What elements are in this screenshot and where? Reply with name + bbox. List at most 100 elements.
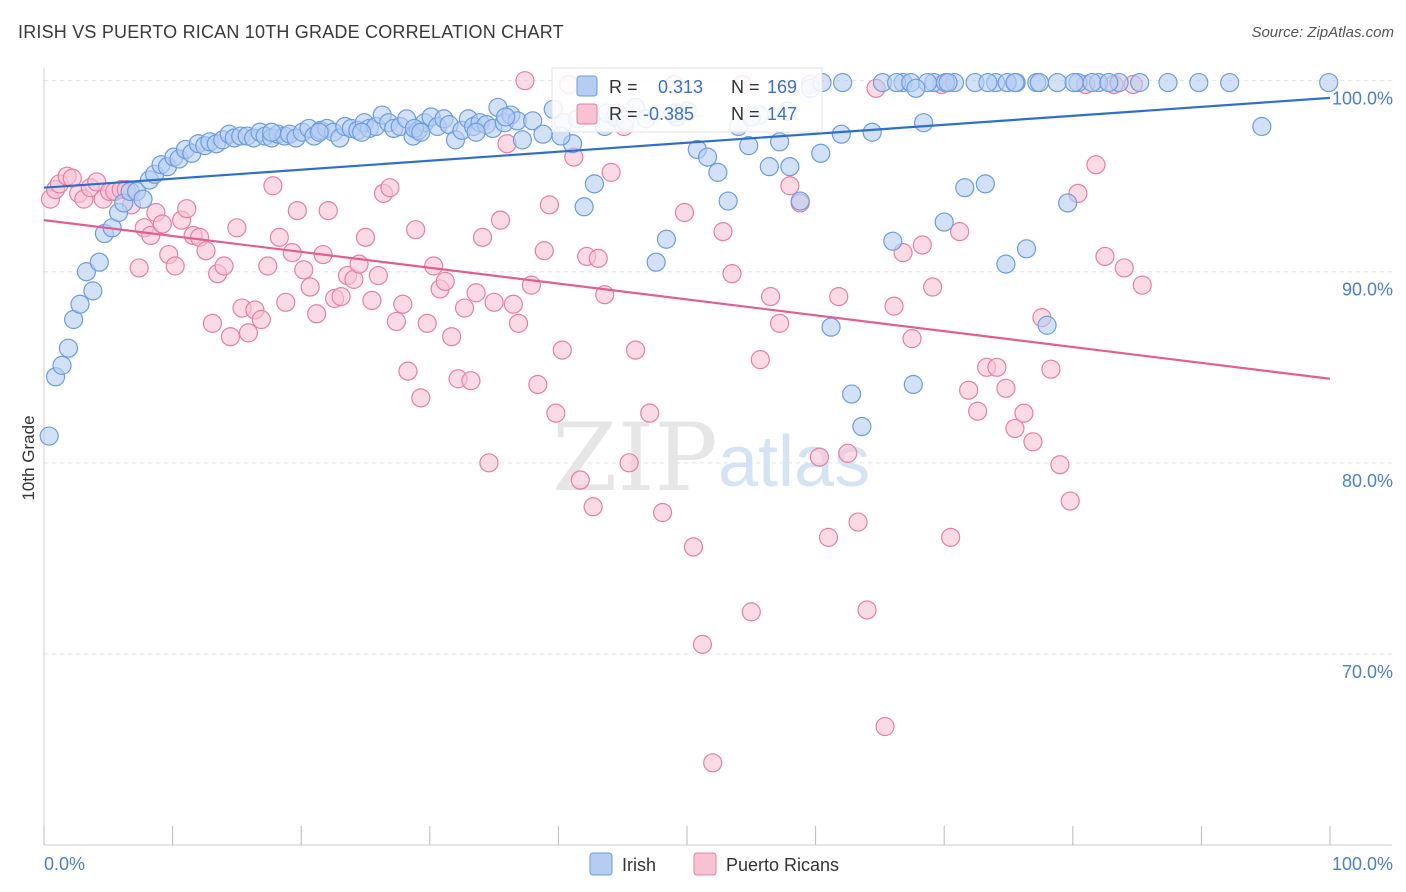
- point-puerto-ricans-124: [902, 329, 922, 349]
- point-irish-135: [1158, 72, 1178, 93]
- point-puerto-ricans-26: [196, 241, 216, 261]
- point-puerto-ricans-37: [263, 176, 283, 196]
- point-puerto-ricans-130: [959, 380, 979, 400]
- point-puerto-ricans-129: [950, 222, 970, 242]
- pr-n-label: N =: [731, 104, 760, 124]
- point-puerto-ricans-103: [703, 753, 723, 773]
- stats-box: R = 0.313 N = 169 R = -0.385 N = 147: [551, 67, 823, 133]
- pr-n-value: 147: [767, 104, 797, 124]
- point-puerto-ricans-114: [809, 447, 830, 467]
- point-puerto-ricans-121: [875, 716, 895, 737]
- point-irish-97: [718, 191, 738, 211]
- point-irish-157: [466, 122, 486, 142]
- point-irish-139: [833, 72, 853, 93]
- legend-pr-label: Puerto Ricans: [726, 855, 839, 875]
- point-puerto-ricans-119: [857, 600, 877, 620]
- point-irish-136: [1189, 72, 1209, 93]
- point-puerto-ricans-71: [472, 227, 493, 247]
- source-label: Source: ZipAtlas.com: [1251, 24, 1394, 41]
- point-puerto-ricans-27: [202, 313, 223, 333]
- point-irish-113: [883, 231, 903, 251]
- point-irish-6: [76, 262, 97, 282]
- point-puerto-ricans-133: [987, 357, 1007, 377]
- series-puerto-ricans-points: [40, 71, 1152, 773]
- point-puerto-ricans-92: [601, 162, 621, 182]
- point-irish-128: [1037, 315, 1057, 335]
- point-puerto-ricans-134: [996, 378, 1016, 398]
- point-puerto-ricans-21: [165, 256, 185, 276]
- point-puerto-ricans-77: [508, 313, 529, 333]
- point-puerto-ricans-73: [484, 292, 504, 312]
- point-irish-109: [842, 384, 862, 404]
- point-puerto-ricans-140: [1050, 455, 1070, 475]
- point-puerto-ricans-96: [625, 340, 646, 360]
- point-irish-110: [852, 416, 872, 437]
- point-irish-149: [1064, 72, 1084, 93]
- point-puerto-ricans-19: [152, 214, 172, 234]
- point-puerto-ricans-23: [177, 199, 197, 219]
- trend-line-puerto-ricans: [43, 219, 1331, 380]
- point-puerto-ricans-78: [515, 71, 535, 91]
- point-irish-150: [1082, 72, 1102, 93]
- point-irish-138: [1319, 72, 1339, 93]
- point-irish-167: [906, 78, 926, 98]
- point-irish-108: [831, 124, 851, 144]
- bottom-legend: Irish Puerto Ricans: [589, 852, 839, 876]
- y-tick-label-3: 70.0%: [1342, 662, 1393, 682]
- point-puerto-ricans-70: [466, 283, 486, 303]
- point-puerto-ricans-59: [398, 361, 418, 381]
- point-irish-134: [1130, 72, 1150, 93]
- point-puerto-ricans-36: [258, 256, 278, 276]
- point-puerto-ricans-118: [848, 512, 868, 532]
- point-puerto-ricans-107: [741, 602, 761, 622]
- point-irish-147: [1005, 72, 1025, 93]
- y-tick-labels: 100.0% 90.0% 80.0% 70.0%: [1332, 89, 1393, 682]
- point-irish-166: [411, 122, 431, 142]
- point-puerto-ricans-111: [780, 176, 800, 196]
- point-puerto-ricans-62: [417, 313, 437, 333]
- point-irish-118: [934, 212, 954, 232]
- point-irish-106: [811, 143, 831, 163]
- point-puerto-ricans-110: [769, 313, 790, 333]
- point-irish-115: [903, 374, 923, 395]
- point-puerto-ricans-109: [760, 286, 781, 307]
- point-irish-107: [821, 317, 841, 337]
- point-puerto-ricans-69: [461, 371, 481, 391]
- point-irish-99: [739, 136, 759, 156]
- point-puerto-ricans-52: [355, 227, 376, 247]
- point-puerto-ricans-131: [968, 401, 988, 421]
- irish-r-value: 0.313: [658, 77, 703, 97]
- point-puerto-ricans-82: [539, 195, 559, 215]
- point-puerto-ricans-122: [884, 296, 904, 316]
- point-puerto-ricans-43: [300, 277, 320, 297]
- point-irish-144: [938, 72, 958, 93]
- point-irish-90: [646, 252, 666, 272]
- point-irish-124: [996, 254, 1016, 274]
- point-puerto-ricans-58: [393, 294, 413, 314]
- point-irish-137: [1252, 116, 1272, 137]
- point-puerto-ricans-8: [87, 172, 107, 192]
- point-puerto-ricans-74: [490, 210, 511, 230]
- y-tick-label-1: 90.0%: [1342, 280, 1393, 300]
- point-puerto-ricans-101: [683, 537, 704, 557]
- point-puerto-ricans-108: [750, 350, 770, 370]
- point-irish-158: [496, 107, 516, 127]
- point-irish-129: [1047, 72, 1067, 93]
- point-irish-84: [584, 174, 605, 194]
- point-puerto-ricans-97: [640, 403, 660, 423]
- point-irish-5: [70, 294, 90, 314]
- point-irish-15: [133, 189, 153, 209]
- trend-lines: [43, 96, 1331, 380]
- point-puerto-ricans-68: [454, 298, 475, 318]
- point-irish-148: [1029, 72, 1049, 93]
- point-puerto-ricans-41: [287, 201, 307, 221]
- irish-n-value: 169: [767, 77, 797, 97]
- x-tick-labels: 0.0% 100.0%: [44, 854, 1393, 874]
- legend-irish-swatch: [589, 852, 613, 876]
- point-irish-120: [955, 178, 975, 198]
- trend-line-irish: [43, 96, 1331, 189]
- pr-r-label: R =: [609, 104, 638, 124]
- y-tick-label-2: 80.0%: [1342, 471, 1393, 491]
- point-puerto-ricans-63: [424, 256, 444, 276]
